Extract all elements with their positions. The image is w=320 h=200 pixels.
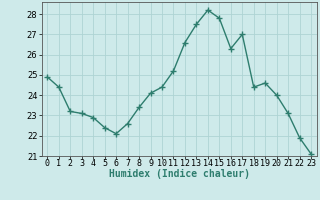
X-axis label: Humidex (Indice chaleur): Humidex (Indice chaleur) <box>109 169 250 179</box>
